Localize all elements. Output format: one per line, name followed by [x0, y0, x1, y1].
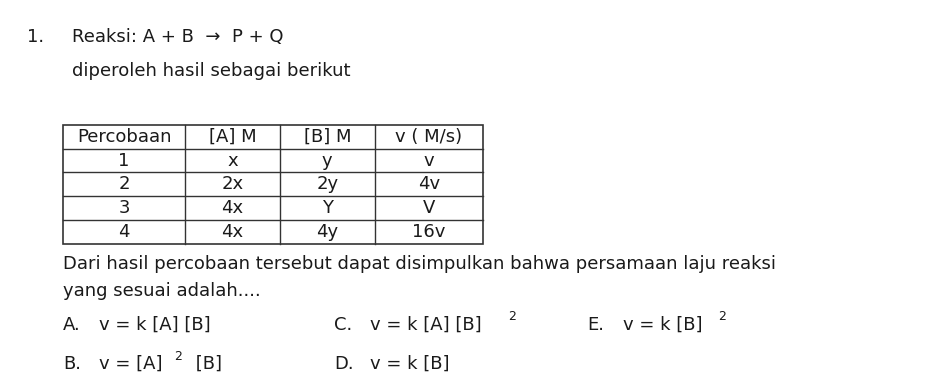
Text: 16v: 16v [412, 223, 445, 241]
Text: v = k [A] [B]: v = k [A] [B] [370, 315, 482, 333]
Text: V: V [423, 199, 435, 217]
Text: 2: 2 [175, 350, 182, 363]
Text: v = k [A] [B]: v = k [A] [B] [100, 315, 211, 333]
Text: 1.: 1. [27, 28, 44, 46]
Text: v: v [423, 152, 434, 170]
Text: [B]: [B] [190, 355, 222, 373]
Text: 2: 2 [717, 310, 726, 324]
Text: B.: B. [63, 355, 81, 373]
Text: 3: 3 [118, 199, 130, 217]
Text: v = k [B]: v = k [B] [623, 315, 702, 333]
Text: x: x [227, 152, 238, 170]
Text: v ( M/s): v ( M/s) [395, 128, 462, 146]
Bar [63, 125, 483, 244]
Text: [B] M: [B] M [303, 128, 351, 146]
Text: 2x: 2x [222, 176, 243, 194]
Text: Percobaan: Percobaan [77, 128, 172, 146]
Text: diperoleh hasil sebagai berikut: diperoleh hasil sebagai berikut [72, 62, 351, 80]
Text: v = k [B]: v = k [B] [370, 355, 450, 373]
Text: 4: 4 [118, 223, 130, 241]
Text: 1: 1 [118, 152, 130, 170]
Text: 2: 2 [118, 176, 130, 194]
Text: yang sesuai adalah....: yang sesuai adalah.... [63, 282, 261, 300]
Text: 4v: 4v [418, 176, 439, 194]
Text: D.: D. [334, 355, 354, 373]
Text: C.: C. [334, 315, 352, 333]
Text: Y: Y [322, 199, 332, 217]
Text: v = [A]: v = [A] [100, 355, 162, 373]
Text: [A] M: [A] M [208, 128, 256, 146]
Text: A.: A. [63, 315, 81, 333]
Text: Reaksi: A + B  →  P + Q: Reaksi: A + B → P + Q [72, 28, 284, 46]
Text: 2y: 2y [316, 176, 338, 194]
Text: 2: 2 [508, 310, 516, 324]
Text: E.: E. [587, 315, 604, 333]
Text: y: y [322, 152, 332, 170]
Text: 4x: 4x [222, 199, 243, 217]
Text: 4y: 4y [316, 223, 338, 241]
Text: Dari hasil percobaan tersebut dapat disimpulkan bahwa persamaan laju reaksi: Dari hasil percobaan tersebut dapat disi… [63, 255, 777, 273]
Text: 4x: 4x [222, 223, 243, 241]
